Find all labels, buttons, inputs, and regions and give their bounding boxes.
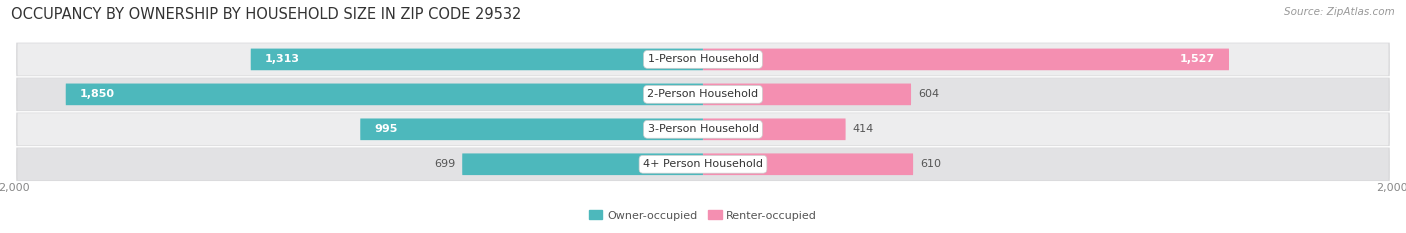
FancyBboxPatch shape	[250, 49, 703, 70]
Text: 610: 610	[920, 159, 941, 169]
Text: 1-Person Household: 1-Person Household	[648, 55, 758, 64]
Text: 1,850: 1,850	[80, 89, 114, 99]
Text: 3-Person Household: 3-Person Household	[648, 124, 758, 134]
FancyBboxPatch shape	[15, 113, 1391, 146]
FancyBboxPatch shape	[463, 154, 703, 175]
FancyBboxPatch shape	[15, 43, 1391, 76]
FancyBboxPatch shape	[15, 78, 1391, 111]
Text: 699: 699	[434, 159, 456, 169]
Text: OCCUPANCY BY OWNERSHIP BY HOUSEHOLD SIZE IN ZIP CODE 29532: OCCUPANCY BY OWNERSHIP BY HOUSEHOLD SIZE…	[11, 7, 522, 22]
Text: 1,527: 1,527	[1180, 55, 1215, 64]
Text: 4+ Person Household: 4+ Person Household	[643, 159, 763, 169]
Legend: Owner-occupied, Renter-occupied: Owner-occupied, Renter-occupied	[585, 206, 821, 225]
FancyBboxPatch shape	[17, 78, 1389, 110]
FancyBboxPatch shape	[703, 49, 1229, 70]
FancyBboxPatch shape	[15, 147, 1391, 181]
Text: 414: 414	[852, 124, 873, 134]
FancyBboxPatch shape	[703, 84, 911, 105]
Text: Source: ZipAtlas.com: Source: ZipAtlas.com	[1284, 7, 1395, 17]
Text: 2-Person Household: 2-Person Household	[647, 89, 759, 99]
FancyBboxPatch shape	[17, 113, 1389, 145]
FancyBboxPatch shape	[17, 148, 1389, 180]
FancyBboxPatch shape	[17, 43, 1389, 75]
FancyBboxPatch shape	[360, 118, 703, 140]
Text: 604: 604	[918, 89, 939, 99]
FancyBboxPatch shape	[703, 154, 912, 175]
FancyBboxPatch shape	[66, 84, 703, 105]
Text: 995: 995	[374, 124, 398, 134]
FancyBboxPatch shape	[703, 118, 845, 140]
Text: 1,313: 1,313	[264, 55, 299, 64]
